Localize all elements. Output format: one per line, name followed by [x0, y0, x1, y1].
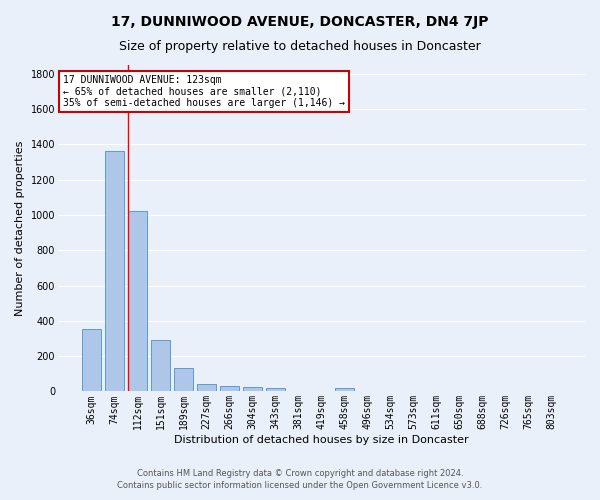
Text: Contains HM Land Registry data © Crown copyright and database right 2024.
Contai: Contains HM Land Registry data © Crown c…: [118, 468, 482, 490]
Bar: [151, 340, 170, 392]
Bar: [105, 152, 124, 392]
X-axis label: Distribution of detached houses by size in Doncaster: Distribution of detached houses by size …: [174, 435, 469, 445]
Bar: [266, 388, 285, 392]
Bar: [220, 386, 239, 392]
Y-axis label: Number of detached properties: Number of detached properties: [15, 140, 25, 316]
Bar: [82, 329, 101, 392]
Bar: [243, 387, 262, 392]
Text: 17 DUNNIWOOD AVENUE: 123sqm
← 65% of detached houses are smaller (2,110)
35% of : 17 DUNNIWOOD AVENUE: 123sqm ← 65% of det…: [63, 75, 345, 108]
Bar: [335, 388, 354, 392]
Bar: [128, 212, 148, 392]
Bar: [174, 368, 193, 392]
Text: Size of property relative to detached houses in Doncaster: Size of property relative to detached ho…: [119, 40, 481, 53]
Text: 17, DUNNIWOOD AVENUE, DONCASTER, DN4 7JP: 17, DUNNIWOOD AVENUE, DONCASTER, DN4 7JP: [111, 15, 489, 29]
Bar: [197, 384, 217, 392]
